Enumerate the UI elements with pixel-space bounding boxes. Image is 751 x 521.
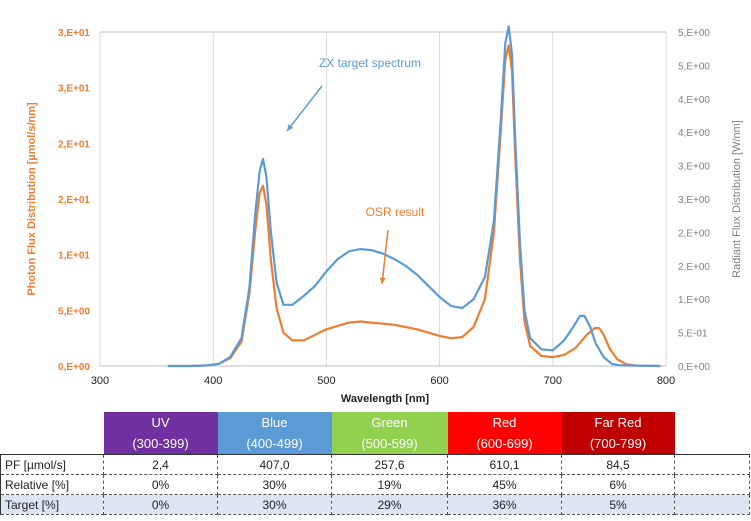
x-tick-label: 800 [657,375,675,387]
cell-blue: 30% [217,494,332,515]
vertical-gridlines [99,32,667,366]
cell-far-red: 84,5 [561,454,675,475]
band-red-name: Red [447,412,562,433]
annotation-osr-result: OSR result [366,205,425,219]
y2-tick-label: 5,E-01 [678,329,708,340]
empty-cell [674,433,750,455]
cell-far-red: 5% [561,494,675,515]
cell-green: 257,6 [331,454,448,475]
row-relative: Relative [%] 0% 30% 19% 45% 6% [0,474,750,495]
y2-tick-label: 0,E+00 [678,362,710,373]
x-tick-label: 400 [204,375,222,387]
band-uv-name: UV [103,412,218,433]
empty-cell [674,412,750,433]
series-line-osr-result [167,44,661,368]
band-far-red-name: Far Red [561,412,675,433]
y2-tick-label: 5,E+00 [678,28,710,39]
band-green-range: (500-599) [331,433,448,455]
cell-empty [674,474,750,495]
y-tick-label: 5,E+00 [58,306,90,317]
y2-tick-label: 4,E+00 [678,128,710,139]
cell-blue: 30% [217,474,332,495]
x-axis-ticks: 300 400 500 600 700 800 [91,375,675,387]
y-tick-label: 2,E+01 [58,139,90,150]
band-header-row-names: UV Blue Green Red Far Red [0,412,750,433]
spectrum-chart: 0,E+00 5,E+00 1,E+01 2,E+01 2,E+01 3,E+01 3,E+… [26,25,743,405]
empty-corner-cell [0,412,104,433]
row-target: Target [%] 0% 30% 29% 36% 5% [0,494,750,515]
cell-red: 610,1 [447,454,562,475]
series-line-zx-target-spectrum [167,25,661,368]
right-axis-ticks: 0,E+00 5,E-01 1,E+00 2,E+00 2,E+00 3,E+00 3,E+… [678,28,710,373]
row-pf: PF [µmol/s] 2,4 407,0 257,6 610,1 84,5 [0,454,750,475]
cell-blue: 407,0 [217,454,332,475]
right-axis-title: Radiant Flux Distribution [W/nm] [731,120,743,278]
band-blue-name: Blue [217,412,332,433]
y-tick-label: 3,E+01 [58,84,90,95]
y2-tick-label: 3,E+00 [678,195,710,206]
band-far-red-range: (700-799) [561,433,675,455]
row-label: Relative [%] [0,474,104,495]
left-axis-title: Photon Flux Distribution [µmol/s/nm] [26,102,38,296]
annotation-zx-target: ZX target spectrum [319,56,421,70]
x-tick-label: 300 [91,375,109,387]
band-uv-range: (300-399) [103,433,218,455]
band-header-row-ranges: (300-399) (400-499) (500-599) (600-699) … [0,433,750,455]
y-tick-label: 0,E+00 [58,362,90,373]
y2-tick-label: 3,E+00 [678,162,710,173]
annotation-arrows [286,85,389,285]
band-blue-range: (400-499) [217,433,332,455]
cell-red: 45% [447,474,562,495]
band-green-name: Green [331,412,448,433]
y-tick-label: 3,E+01 [58,28,90,39]
cell-uv: 0% [103,474,218,495]
y2-tick-label: 2,E+00 [678,262,710,273]
arrow-zx-target [286,85,323,132]
y2-tick-label: 1,E+00 [678,295,710,306]
cell-uv: 0% [103,494,218,515]
cell-green: 29% [331,494,448,515]
y2-tick-label: 4,E+00 [678,95,710,106]
arrow-osr-result [379,229,389,285]
row-label: Target [%] [0,494,104,515]
x-tick-label: 600 [430,375,448,387]
series-lines [167,25,661,368]
band-red-range: (600-699) [447,433,562,455]
cell-green: 19% [331,474,448,495]
cell-empty [674,454,750,475]
cell-red: 36% [447,494,562,515]
y2-tick-label: 2,E+00 [678,228,710,239]
cell-empty [674,494,750,515]
row-label: PF [µmol/s] [0,454,104,475]
x-tick-label: 500 [317,375,335,387]
x-axis-title: Wavelength [nm] [341,393,430,405]
y-tick-label: 2,E+01 [58,195,90,206]
left-axis-ticks: 0,E+00 5,E+00 1,E+01 2,E+01 2,E+01 3,E+01 3,E+… [58,28,90,373]
band-summary-table: UV Blue Green Red Far Red (300-399) (400… [0,412,750,515]
cell-far-red: 6% [561,474,675,495]
y-tick-label: 1,E+01 [58,251,90,262]
cell-uv: 2,4 [103,454,218,475]
y2-tick-label: 5,E+00 [678,61,710,72]
x-tick-label: 700 [544,375,562,387]
empty-corner-cell [0,433,104,455]
